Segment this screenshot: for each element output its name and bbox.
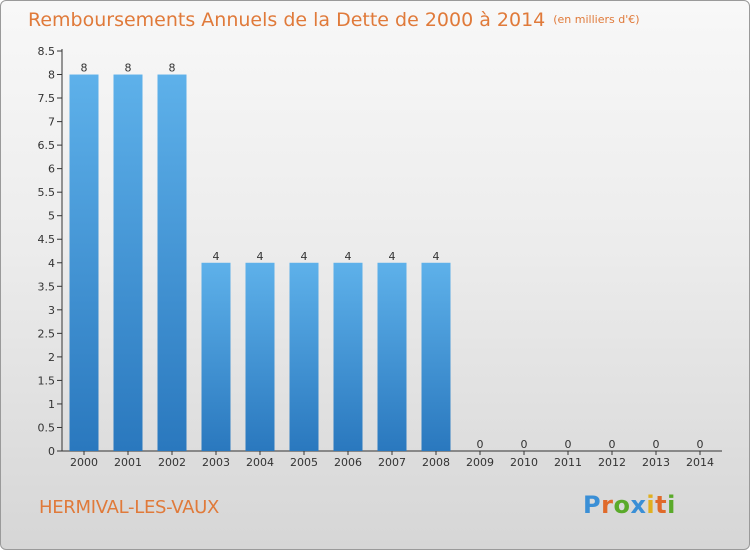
bar-2004 [245, 262, 275, 451]
y-tick-label: 6 [48, 163, 55, 176]
y-tick-label: 2.5 [38, 327, 56, 340]
logo-letter: x [630, 491, 647, 519]
proxiti-logo[interactable]: Proxiti [583, 491, 676, 519]
bar-2006 [333, 262, 363, 451]
y-tick-label: 0 [48, 445, 55, 458]
x-tick-label: 2014 [686, 456, 714, 469]
logo-letter: o [613, 491, 631, 519]
bar-2007 [377, 262, 407, 451]
y-tick-label: 1.5 [38, 374, 56, 387]
x-tick-label: 2002 [158, 456, 186, 469]
value-label-2014: 0 [697, 438, 704, 451]
x-tick-label: 2011 [554, 456, 582, 469]
value-label-2002: 8 [169, 62, 176, 75]
value-label-2010: 0 [521, 438, 528, 451]
y-tick-label: 5.5 [38, 186, 56, 199]
bar-2003 [201, 262, 231, 451]
value-label-2006: 4 [345, 250, 352, 263]
bar-2000 [69, 74, 99, 451]
y-tick-label: 4.5 [38, 233, 56, 246]
chart-title: Remboursements Annuels de la Dette de 20… [28, 9, 640, 31]
y-tick-label: 5 [48, 210, 55, 223]
bars [69, 74, 451, 451]
bar-2008 [421, 262, 451, 451]
logo-letter: i [667, 491, 676, 519]
x-tick-label: 2003 [202, 456, 230, 469]
x-tick-label: 2013 [642, 456, 670, 469]
value-label-2013: 0 [653, 438, 660, 451]
y-tick-label: 8.5 [38, 45, 56, 58]
data-labels: 8 8 8 4 4 4 4 4 4 0 0 0 0 0 0 [81, 62, 704, 451]
y-tick-label: 8 [48, 69, 55, 82]
value-label-2000: 8 [81, 62, 88, 75]
logo-letter: r [601, 491, 614, 519]
commune-name: HERMIVAL-LES-VAUX [39, 497, 220, 518]
value-label-2001: 8 [125, 62, 132, 75]
value-label-2008: 4 [433, 250, 440, 263]
x-tick-label: 2006 [334, 456, 362, 469]
y-tick-label: 0.5 [38, 421, 56, 434]
x-tick-label: 2009 [466, 456, 494, 469]
y-tick-label: 4 [48, 257, 55, 270]
value-label-2004: 4 [257, 250, 264, 263]
unit-label: (en milliers d'€) [553, 13, 640, 26]
x-tick-label: 2004 [246, 456, 274, 469]
chart-title-text: Remboursements Annuels de la Dette de 20… [28, 9, 546, 31]
value-label-2007: 4 [389, 250, 396, 263]
value-label-2009: 0 [477, 438, 484, 451]
x-tick-label: 2010 [510, 456, 538, 469]
bar-2005 [289, 262, 319, 451]
y-tick-label: 3 [48, 304, 55, 317]
x-tick-label: 2000 [70, 456, 98, 469]
x-tick-label: 2008 [422, 456, 450, 469]
logo-letter: P [583, 491, 602, 519]
value-label-2011: 0 [565, 438, 572, 451]
x-tick-label: 2012 [598, 456, 626, 469]
bar-2001 [113, 74, 143, 451]
y-tick-label: 7.5 [38, 92, 56, 105]
value-label-2003: 4 [213, 250, 220, 263]
y-tick-label: 6.5 [38, 139, 56, 152]
value-label-2005: 4 [301, 250, 308, 263]
logo-letter: i [646, 491, 656, 519]
x-tick-label: 2005 [290, 456, 318, 469]
y-tick-label: 1 [48, 398, 55, 411]
y-tick-label: 7 [48, 116, 55, 129]
x-tick-label: 2001 [114, 456, 142, 469]
y-tick-label: 3.5 [38, 280, 56, 293]
value-label-2012: 0 [609, 438, 616, 451]
x-tick-label: 2007 [378, 456, 406, 469]
bar-2002 [157, 74, 187, 451]
y-tick-label: 2 [48, 351, 55, 364]
logo-letter: t [655, 491, 668, 519]
